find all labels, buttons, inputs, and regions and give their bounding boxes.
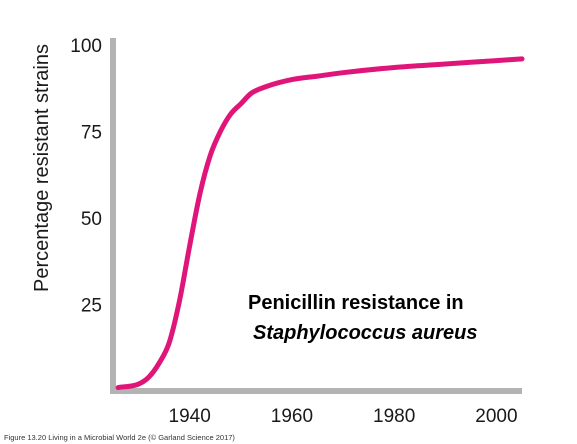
series-line <box>115 56 525 391</box>
series-layer <box>115 56 525 391</box>
y-tick-label: 100 <box>70 36 102 57</box>
y-tick-label: 25 <box>81 296 102 317</box>
annotation-line-1: Penicillin resistance in <box>248 292 464 314</box>
x-tick-label: 2000 <box>475 406 517 427</box>
tick-labels: 25 50 75 100 1940 1960 1980 2000 <box>70 36 517 427</box>
y-tick-label: 75 <box>81 123 102 144</box>
y-tick-label: 50 <box>81 209 102 230</box>
x-tick-label: 1940 <box>169 406 211 427</box>
figure-caption: Figure 13.20 Living in a Microbial World… <box>4 433 235 442</box>
axes <box>110 38 522 394</box>
annotation-line-2: Staphylococcus aureus <box>253 322 478 344</box>
x-tick-label: 1980 <box>373 406 415 427</box>
y-axis-title: Percentage resistant strains <box>31 44 53 292</box>
x-tick-label: 1960 <box>271 406 313 427</box>
